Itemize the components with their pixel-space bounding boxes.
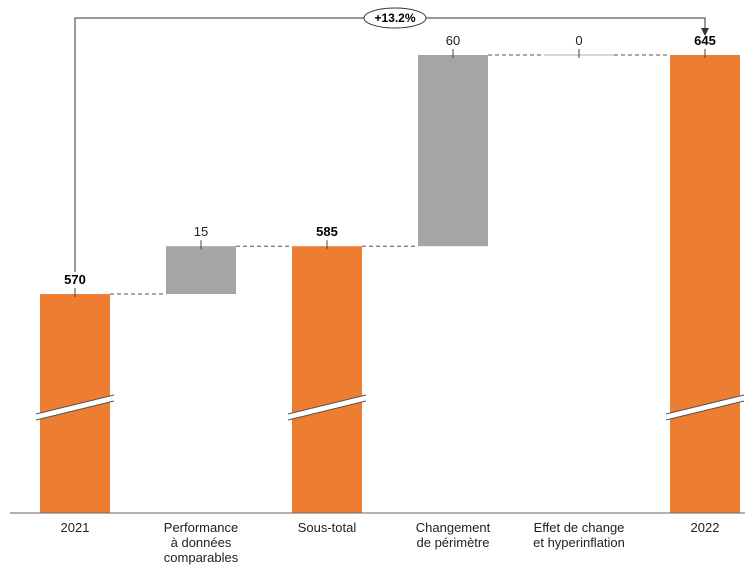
bar-3 <box>418 55 488 247</box>
axis-break-line <box>665 394 745 415</box>
value-label: 15 <box>194 224 208 239</box>
category-label: Changement <box>416 520 491 535</box>
category-label: Sous-total <box>298 520 357 535</box>
value-label: 60 <box>446 33 460 48</box>
category-label: à données <box>171 535 232 550</box>
value-label: 570 <box>64 272 86 287</box>
growth-badge <box>363 7 427 29</box>
value-label: 585 <box>316 224 338 239</box>
bar-2 <box>292 246 362 513</box>
category-label: 2021 <box>61 520 90 535</box>
axis-break-mark <box>36 395 114 420</box>
category-label: et hyperinflation <box>533 535 625 550</box>
category-label: 2022 <box>691 520 720 535</box>
value-label: 645 <box>694 33 716 48</box>
axis-break-line <box>287 394 367 415</box>
growth-bracket <box>74 17 706 272</box>
axis-break-mark <box>666 395 744 420</box>
axis-break-line <box>35 400 115 421</box>
category-label: Effet de change <box>534 520 625 535</box>
axis-break-mark <box>288 395 366 420</box>
category-label: Performance <box>164 520 238 535</box>
bar-1 <box>166 246 236 294</box>
bar-5 <box>670 55 740 513</box>
category-label: comparables <box>164 550 239 565</box>
axis-break-line <box>35 394 115 415</box>
value-label: 0 <box>575 33 582 48</box>
category-label: de périmètre <box>417 535 490 550</box>
growth-arrow-head <box>701 28 709 36</box>
axis-break-line <box>287 400 367 421</box>
growth-label: +13.2% <box>374 11 415 25</box>
axis-break-line <box>665 400 745 421</box>
